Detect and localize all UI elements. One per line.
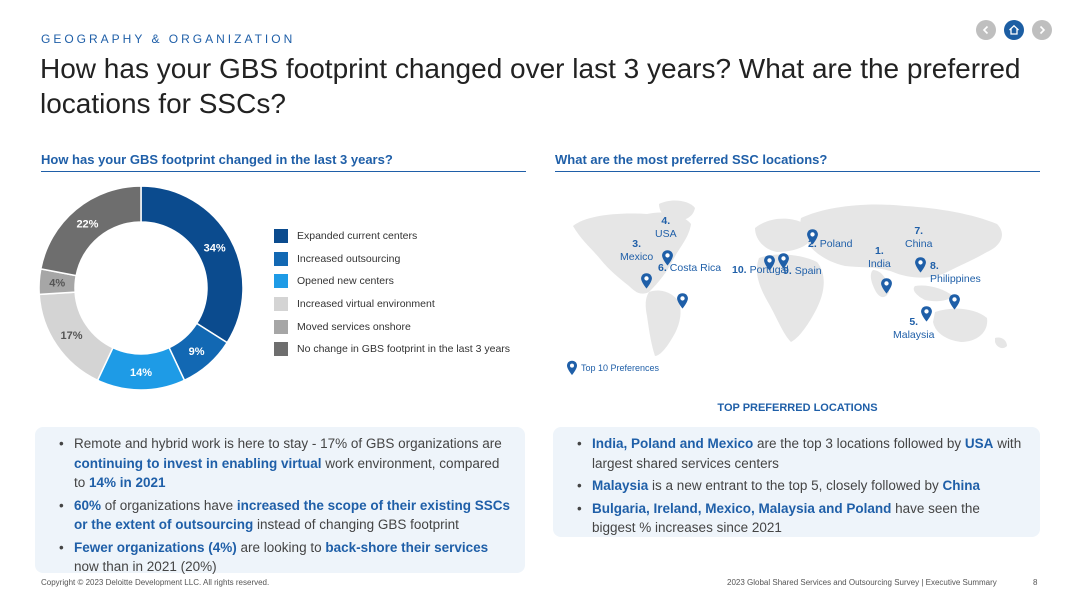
report-title: 2023 Global Shared Services and Outsourc… (727, 578, 997, 587)
legend-swatch (274, 251, 288, 266)
page-title: How has your GBS footprint changed over … (40, 53, 1021, 119)
location-rank: 5. (909, 316, 919, 328)
legend-label: Increased outsourcing (297, 252, 401, 265)
legend-swatch (274, 342, 288, 357)
map-legend: Top 10 Preferences (566, 360, 659, 376)
location-pin-icon (764, 255, 775, 271)
location-pin-icon (662, 250, 673, 266)
location-pin-icon (641, 273, 652, 289)
home-button[interactable] (1004, 20, 1024, 40)
donut-slice (140, 185, 244, 344)
location-name: China (905, 238, 933, 250)
map-location-label: 5. Malaysia (893, 316, 934, 342)
legend-swatch (274, 229, 288, 244)
legend-item: Increased outsourcing (274, 248, 510, 271)
location-name: USA (655, 228, 677, 240)
map-location-label: 6. Costa Rica (658, 262, 721, 275)
insight-bullet: Fewer organizations (4%) are looking to … (59, 538, 511, 577)
location-name: Spain (794, 265, 822, 277)
location-pin-icon (881, 278, 892, 294)
location-pin-icon (807, 229, 818, 245)
insight-bullet: Remote and hybrid work is here to stay -… (59, 434, 511, 493)
map-land (573, 200, 1007, 356)
legend-swatch (274, 297, 288, 312)
location-pin-icon (921, 306, 932, 322)
legend-label: Opened new centers (297, 275, 394, 288)
section-eyebrow: GEOGRAPHY & ORGANIZATION (41, 32, 296, 46)
map-location-label: 1. India (868, 245, 891, 271)
location-pin-icon (677, 293, 688, 309)
footprint-donut-chart: 34% 9% 14% 17% 4% 22% (38, 185, 244, 391)
insight-bullet: Bulgaria, Ireland, Mexico, Malaysia and … (577, 499, 1026, 538)
map-location-label: 9. Spain (783, 265, 822, 278)
map-location-label: 4. USA (655, 215, 677, 241)
legend-item: No change in GBS footprint in the last 3… (274, 338, 510, 361)
location-pin-icon (567, 360, 577, 375)
location-rank: 10. (732, 264, 747, 276)
map-location-label: 3. Mexico (620, 238, 653, 264)
page-number: 8 (1033, 578, 1038, 587)
location-name: India (868, 258, 891, 270)
legend-item: Expanded current centers (274, 225, 510, 248)
chevron-right-icon (1039, 25, 1046, 35)
donut-slice-label: 4% (49, 278, 65, 290)
location-pin-icon (949, 294, 960, 310)
chevron-left-icon (982, 25, 989, 35)
legend-item: Increased virtual environment (274, 293, 510, 316)
insight-bullet: 60% of organizations have increased the … (59, 496, 511, 535)
top-preferred-heading: TOP PREFERRED LOCATIONS (717, 402, 878, 414)
donut-slice-label: 17% (61, 330, 83, 342)
map-location-label: 7. China (905, 225, 932, 251)
legend-swatch (274, 319, 288, 334)
legend-label: No change in GBS footprint in the last 3… (297, 343, 511, 356)
donut-slice-label: 14% (130, 367, 152, 379)
insight-bullet: India, Poland and Mexico are the top 3 l… (577, 434, 1026, 473)
footprint-heading: How has your GBS footprint changed in th… (41, 152, 526, 172)
world-map (573, 200, 1007, 356)
legend-item: Opened new centers (274, 270, 510, 293)
chart-legend: Expanded current centers Increased outsou… (274, 225, 510, 361)
location-name: Poland (819, 238, 853, 250)
legend-label: Increased virtual environment (297, 298, 435, 311)
location-name: Philippines (930, 273, 981, 285)
copyright: Copyright © 2023 Deloitte Development LL… (41, 578, 270, 587)
locations-heading: What are the most preferred SSC location… (555, 152, 1040, 172)
map-location-label: 8. Philippines (930, 260, 981, 286)
location-name: Malaysia (893, 329, 935, 341)
donut-slice (39, 185, 142, 277)
legend-label: Moved services onshore (297, 320, 411, 333)
location-rank: 3. (632, 238, 642, 250)
legend-label: Expanded current centers (297, 230, 418, 243)
location-rank: 1. (875, 245, 884, 257)
location-name: Mexico (620, 251, 654, 263)
location-name: Costa Rica (669, 262, 722, 274)
location-pin-icon (778, 253, 789, 269)
locations-insights: India, Poland and Mexico are the top 3 l… (553, 427, 1040, 537)
location-rank: 6. (658, 262, 667, 274)
donut-slice-label: 22% (76, 218, 98, 230)
map-location-label: 10.Portugal (732, 264, 789, 277)
legend-swatch (274, 274, 288, 289)
location-rank: 8. (930, 260, 939, 272)
previous-button[interactable] (976, 20, 996, 40)
map-legend-label: Top 10 Preferences (581, 363, 660, 373)
legend-item: Moved services onshore (274, 315, 510, 338)
location-pin-icon (915, 257, 926, 273)
footprint-insights: Remote and hybrid work is here to stay -… (35, 427, 525, 574)
next-button[interactable] (1032, 20, 1052, 40)
home-icon (1009, 24, 1019, 35)
insight-bullet: Malaysia is a new entrant to the top 5, … (577, 476, 1026, 496)
slide-navigation (976, 20, 1052, 40)
location-rank: 4. (661, 215, 671, 227)
location-rank: 7. (914, 225, 924, 237)
location-rank: 9. (783, 265, 792, 277)
donut-slice-label: 34% (204, 243, 226, 255)
donut-slice-label: 9% (189, 346, 205, 358)
